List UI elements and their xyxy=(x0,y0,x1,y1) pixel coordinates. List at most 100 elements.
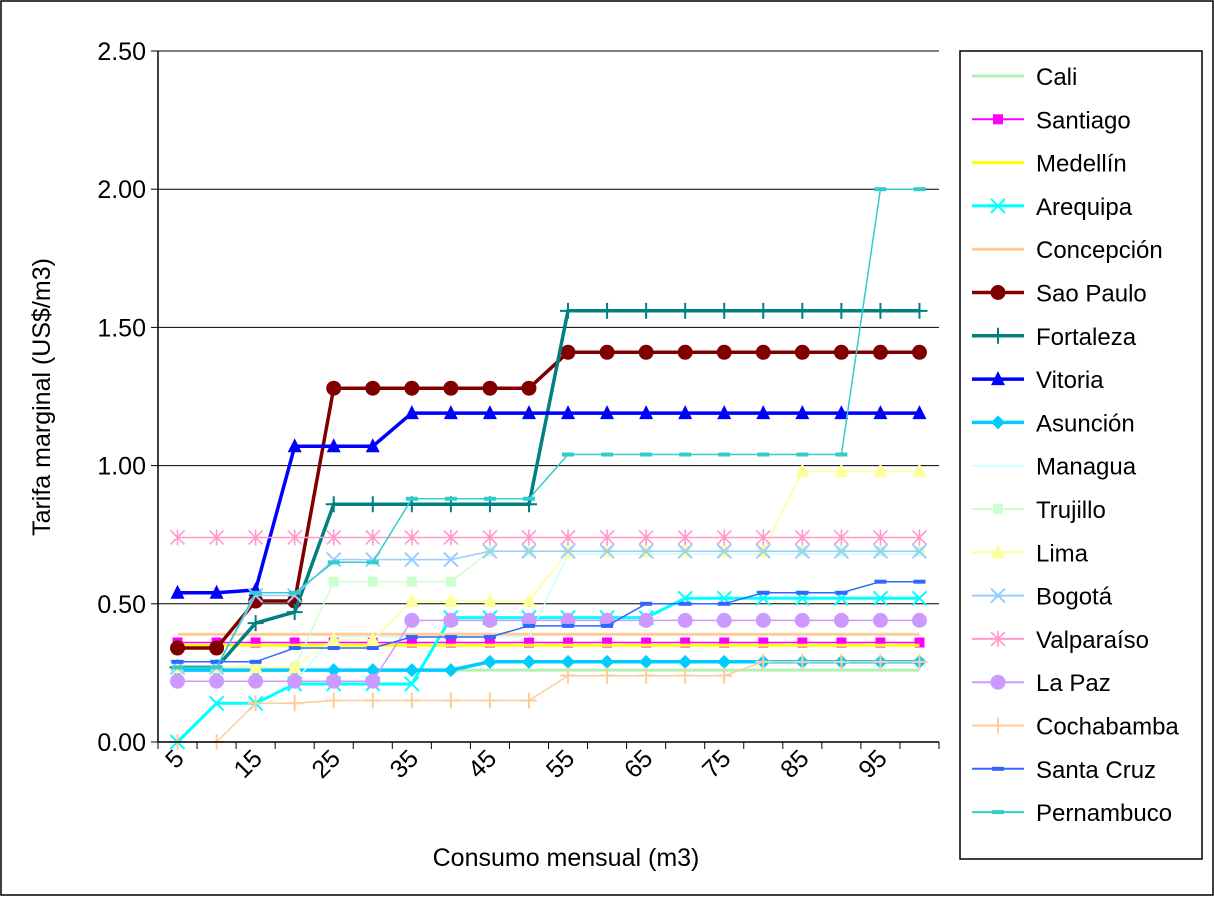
data-point-fortaleza-shape xyxy=(560,302,577,319)
data-point-valpara-so-shape xyxy=(638,529,654,546)
legend-label-santiago: Santiago xyxy=(1036,107,1131,134)
data-point-la-paz xyxy=(326,673,342,689)
data-point-sao-paulo-shape xyxy=(911,344,927,360)
legend-item-medell-n: Medellín xyxy=(972,151,1127,178)
legend-item-fortaleza: Fortaleza xyxy=(972,324,1137,351)
data-point-fortaleza xyxy=(677,302,694,319)
data-point-sao-paulo xyxy=(677,344,693,360)
data-point-sao-paulo-shape xyxy=(521,380,537,396)
data-point-valpara-so-shape xyxy=(169,529,186,546)
y-tick-label: 0.00 xyxy=(97,729,146,757)
data-point-valpara-so-shape xyxy=(287,529,303,546)
data-point-fortaleza-shape xyxy=(872,302,889,319)
data-point-santiago-shape xyxy=(445,637,456,648)
data-point-valpara-so-shape xyxy=(365,529,381,546)
data-point-bogot--shape xyxy=(833,543,850,559)
data-point-cochabamba-shape xyxy=(677,667,694,684)
legend-box xyxy=(959,50,1203,860)
data-point-vitoria xyxy=(756,405,771,420)
data-point-la-paz-shape xyxy=(404,612,420,628)
data-point-sao-paulo xyxy=(521,380,537,396)
legend-item-sao-paulo: Sao Paulo xyxy=(972,281,1147,308)
data-point-bogot- xyxy=(599,543,615,559)
legend-marker-asunci-n xyxy=(991,415,1005,430)
legend-label-fortaleza: Fortaleza xyxy=(1036,324,1137,351)
data-point-cochabamba-shape xyxy=(325,692,342,709)
data-point-la-paz xyxy=(170,673,186,689)
data-point-valpara-so xyxy=(599,529,615,546)
data-point-vitoria xyxy=(912,405,927,420)
legend-marker-bogot- xyxy=(990,587,1006,604)
data-point-valpara-so-shape xyxy=(872,529,888,546)
data-point-cochabamba-shape xyxy=(833,653,850,670)
data-point-lima xyxy=(873,463,888,478)
data-point-fortaleza-shape xyxy=(364,496,381,513)
data-point-bogot- xyxy=(404,551,420,568)
data-point-santiago xyxy=(836,637,847,648)
data-point-bogot--shape xyxy=(560,543,576,559)
data-point-bogot- xyxy=(443,551,459,568)
legend-label-trujillo: Trujillo xyxy=(1036,497,1106,524)
legend-marker-lima xyxy=(991,544,1005,559)
data-point-la-paz-shape xyxy=(677,612,693,628)
data-point-santiago xyxy=(523,637,534,648)
legend-label-managua: Managua xyxy=(1036,454,1137,481)
data-point-vitoria-shape xyxy=(600,405,615,420)
data-point-vitoria-shape xyxy=(912,405,927,420)
data-point-cochabamba xyxy=(520,692,537,709)
y-tick-label: 2.00 xyxy=(97,176,146,204)
legend-marker-la-paz-shape xyxy=(990,674,1006,690)
data-point-sao-paulo-shape xyxy=(833,344,849,360)
data-point-santiago xyxy=(914,637,925,648)
data-point-santiago-shape xyxy=(875,637,886,648)
data-point-fortaleza-shape xyxy=(677,302,694,319)
y-tick-label: 2.50 xyxy=(97,38,146,66)
legend-marker-santiago xyxy=(993,114,1003,125)
data-point-la-paz-shape xyxy=(716,612,732,628)
series-pernambuco xyxy=(171,187,926,670)
data-point-santiago-shape xyxy=(797,637,808,648)
series-sao-paulo xyxy=(170,344,927,656)
data-point-sao-paulo-shape xyxy=(872,344,888,360)
data-point-bogot- xyxy=(911,543,928,559)
data-point-asunci-n xyxy=(639,654,654,669)
legend-item-managua: Managua xyxy=(972,454,1137,481)
data-point-sao-paulo-shape xyxy=(209,640,225,656)
data-point-fortaleza-shape xyxy=(911,302,928,319)
legend-item-cochabamba: Cochabamba xyxy=(972,714,1179,741)
data-point-sao-paulo-shape xyxy=(599,344,615,360)
legend-item-arequipa: Arequipa xyxy=(972,194,1133,221)
data-point-valpara-so-shape xyxy=(794,529,810,546)
data-point-valpara-so xyxy=(209,529,225,546)
data-point-trujillo-shape xyxy=(328,576,339,587)
data-point-trujillo-shape xyxy=(406,576,417,587)
data-point-vitoria-shape xyxy=(561,405,576,420)
data-point-valpara-so xyxy=(482,529,498,546)
data-point-santiago-shape xyxy=(563,637,574,648)
data-point-trujillo xyxy=(445,576,456,587)
data-point-cochabamba xyxy=(638,667,655,684)
series-managua xyxy=(177,553,920,682)
data-point-vitoria-shape xyxy=(756,405,771,420)
data-point-la-paz xyxy=(248,673,264,689)
data-point-vitoria-shape xyxy=(639,405,654,420)
legend-item-lima: Lima xyxy=(972,540,1089,567)
legend-marker-valpara-so-shape xyxy=(990,630,1006,647)
data-point-vitoria xyxy=(795,405,810,420)
legend-item-asunci-n: Asunción xyxy=(972,410,1135,437)
legend-marker-fortaleza xyxy=(990,327,1006,344)
data-point-asunci-n xyxy=(678,654,693,669)
data-point-lima-shape xyxy=(365,631,380,646)
data-point-sao-paulo-shape xyxy=(794,344,810,360)
data-point-valpara-so xyxy=(755,529,771,546)
data-point-sao-paulo-shape xyxy=(170,640,186,656)
data-point-vitoria xyxy=(717,405,732,420)
data-point-vitoria xyxy=(287,438,302,453)
data-point-valpara-so xyxy=(287,529,303,546)
legend-marker-cochabamba xyxy=(990,717,1006,734)
data-point-fortaleza xyxy=(833,302,850,319)
data-point-valpara-so-shape xyxy=(521,529,537,546)
series-line-lima xyxy=(177,470,920,669)
data-point-la-paz xyxy=(755,612,771,628)
